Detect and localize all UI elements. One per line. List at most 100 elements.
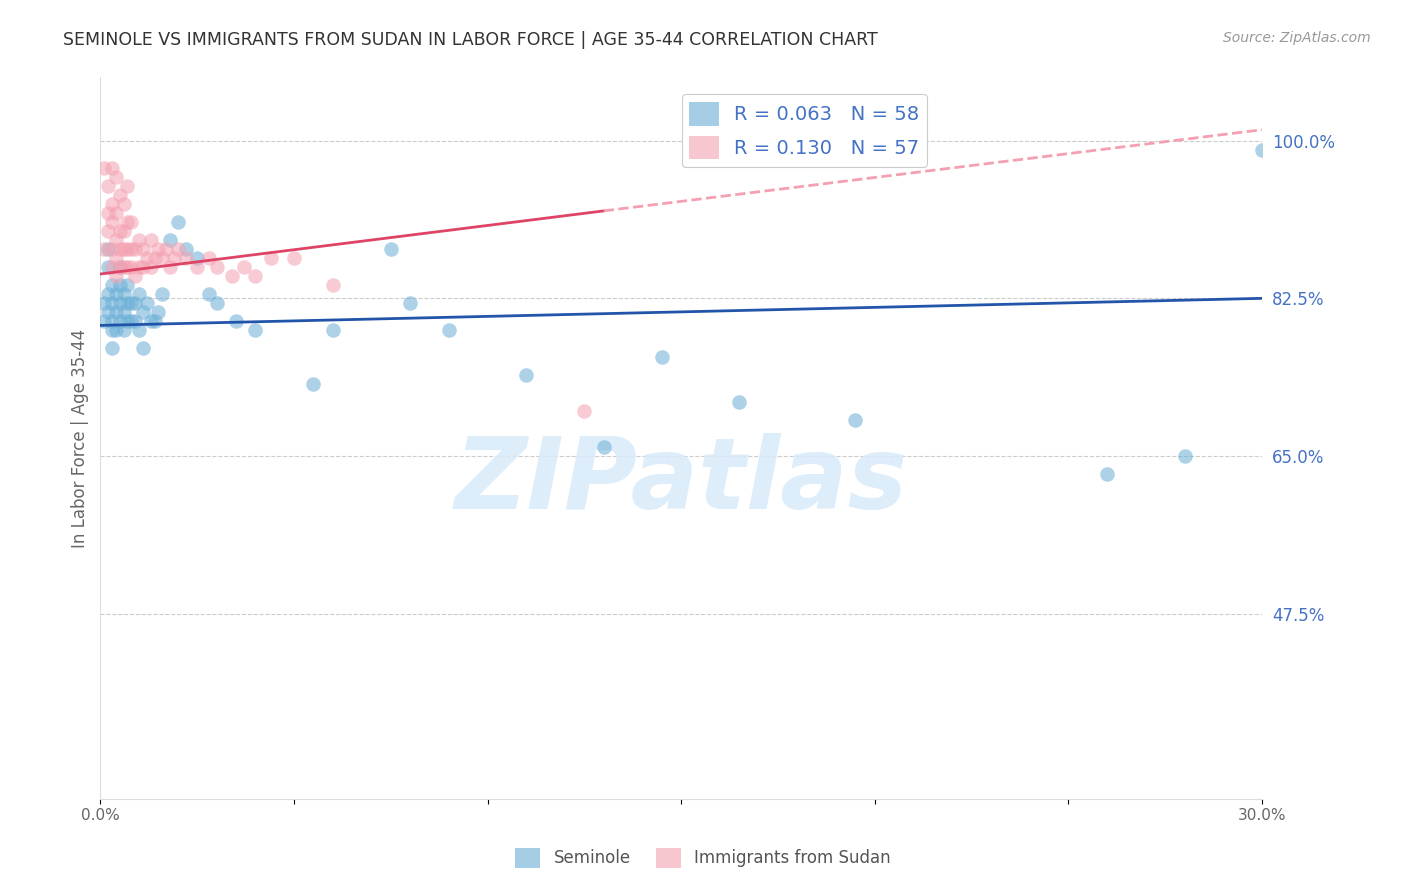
Point: [197, 251, 219, 265]
Point: [101, 215, 124, 229]
Point: [104, 169, 127, 184]
Y-axis label: In Labor Force | Age 35-44: In Labor Force | Age 35-44: [72, 328, 89, 548]
Point: [104, 286, 127, 301]
Point: [143, 314, 166, 328]
Point: [651, 350, 673, 364]
Point: [245, 268, 267, 283]
Point: [108, 260, 131, 274]
Point: [150, 286, 173, 301]
Point: [197, 286, 219, 301]
Point: [117, 277, 139, 292]
Point: [112, 196, 135, 211]
Point: [132, 341, 155, 355]
Point: [108, 314, 131, 328]
Point: [112, 323, 135, 337]
Point: [97, 242, 120, 256]
Point: [1251, 143, 1274, 157]
Point: [166, 242, 188, 256]
Point: [186, 251, 208, 265]
Point: [232, 260, 254, 274]
Point: [322, 277, 344, 292]
Legend: Seminole, Immigrants from Sudan: Seminole, Immigrants from Sudan: [509, 841, 897, 875]
Point: [108, 296, 131, 310]
Point: [155, 242, 177, 256]
Point: [128, 286, 150, 301]
Point: [108, 260, 131, 274]
Point: [135, 251, 157, 265]
Point: [148, 242, 170, 256]
Point: [844, 413, 866, 427]
Point: [120, 260, 142, 274]
Point: [159, 260, 181, 274]
Point: [205, 260, 228, 274]
Point: [112, 224, 135, 238]
Point: [143, 251, 166, 265]
Point: [117, 215, 139, 229]
Point: [124, 242, 146, 256]
Point: [120, 215, 142, 229]
Point: [132, 305, 155, 319]
Point: [108, 242, 131, 256]
Point: [260, 251, 283, 265]
Point: [101, 341, 124, 355]
Point: [93, 296, 115, 310]
Text: SEMINOLE VS IMMIGRANTS FROM SUDAN IN LABOR FORCE | AGE 35-44 CORRELATION CHART: SEMINOLE VS IMMIGRANTS FROM SUDAN IN LAB…: [63, 31, 877, 49]
Point: [128, 260, 150, 274]
Point: [163, 251, 186, 265]
Point: [515, 368, 537, 382]
Point: [574, 404, 596, 418]
Point: [97, 260, 120, 274]
Point: [104, 205, 127, 219]
Point: [124, 296, 146, 310]
Point: [101, 196, 124, 211]
Point: [108, 224, 131, 238]
Point: [117, 296, 139, 310]
Point: [592, 440, 614, 454]
Point: [124, 268, 146, 283]
Point: [166, 215, 188, 229]
Point: [97, 305, 120, 319]
Point: [101, 161, 124, 175]
Point: [148, 305, 170, 319]
Point: [108, 277, 131, 292]
Point: [104, 251, 127, 265]
Point: [174, 242, 197, 256]
Point: [139, 314, 162, 328]
Point: [112, 305, 135, 319]
Text: ZIPatlas: ZIPatlas: [454, 433, 908, 530]
Point: [139, 233, 162, 247]
Point: [174, 251, 197, 265]
Point: [128, 233, 150, 247]
Point: [225, 314, 247, 328]
Point: [728, 395, 751, 409]
Point: [205, 296, 228, 310]
Point: [135, 296, 157, 310]
Point: [97, 205, 120, 219]
Point: [117, 260, 139, 274]
Point: [150, 251, 173, 265]
Point: [139, 260, 162, 274]
Point: [112, 260, 135, 274]
Point: [97, 178, 120, 193]
Point: [124, 314, 146, 328]
Point: [186, 260, 208, 274]
Point: [101, 323, 124, 337]
Point: [120, 296, 142, 310]
Legend: R = 0.063   N = 58, R = 0.130   N = 57: R = 0.063 N = 58, R = 0.130 N = 57: [682, 95, 927, 167]
Point: [104, 323, 127, 337]
Point: [128, 323, 150, 337]
Point: [117, 314, 139, 328]
Point: [112, 242, 135, 256]
Point: [117, 242, 139, 256]
Point: [93, 242, 115, 256]
Text: Source: ZipAtlas.com: Source: ZipAtlas.com: [1223, 31, 1371, 45]
Point: [101, 260, 124, 274]
Point: [283, 251, 305, 265]
Point: [93, 161, 115, 175]
Point: [120, 242, 142, 256]
Point: [101, 314, 124, 328]
Point: [159, 233, 181, 247]
Point: [108, 187, 131, 202]
Point: [97, 224, 120, 238]
Point: [322, 323, 344, 337]
